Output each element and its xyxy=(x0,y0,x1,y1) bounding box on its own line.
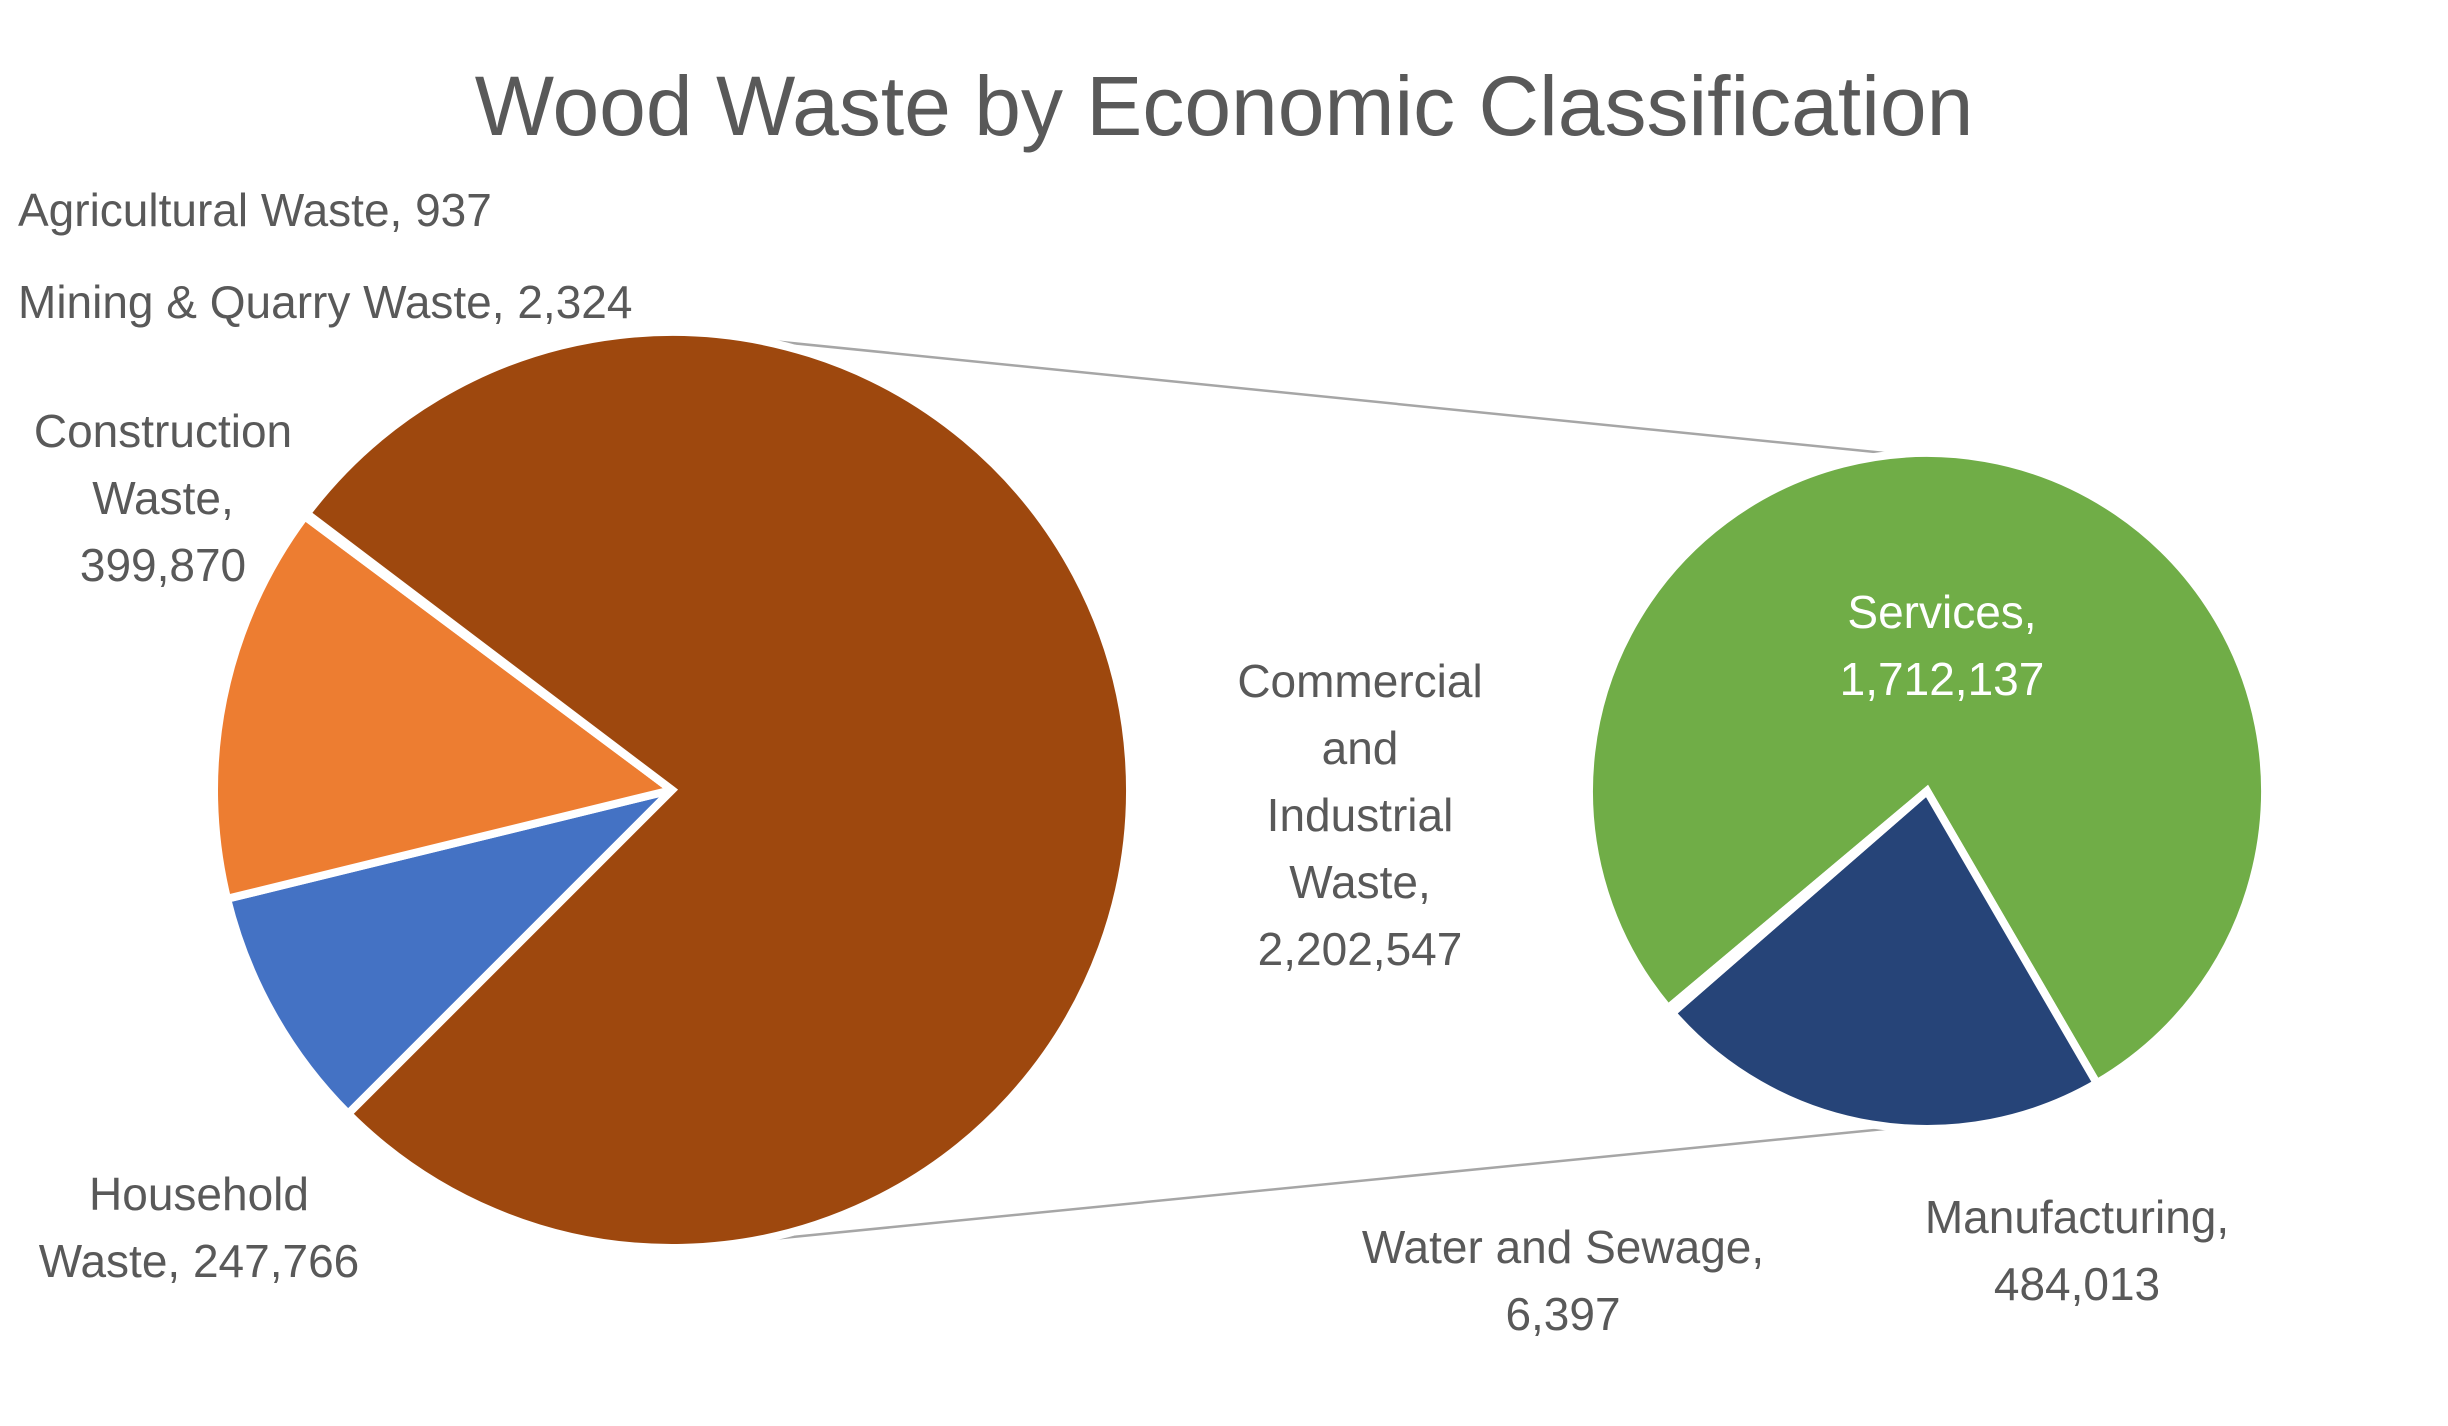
label-services: Services, 1,712,137 xyxy=(1840,586,2045,705)
label-agricultural-waste: Agricultural Waste, 937 xyxy=(18,184,492,236)
main-slice-construction-waste xyxy=(210,510,682,904)
main-pie xyxy=(210,328,1134,1252)
label-manufacturing: Manufacturing, 484,013 xyxy=(1925,1191,2229,1310)
label-water-and-sewage: Water and Sewage, 6,397 xyxy=(1362,1221,1764,1340)
label-mining-and-quarry-waste: Mining & Quarry Waste, 2,324 xyxy=(18,276,632,328)
secondary-slice-manufacturing xyxy=(1666,784,2103,1133)
connector-lines xyxy=(751,337,1898,1243)
data-labels: Agricultural Waste, 937 Mining & Quarry W… xyxy=(18,184,2229,1340)
chart-title: Wood Waste by Economic Classification xyxy=(475,59,1974,153)
label-household-waste: Household Waste, 247,766 xyxy=(39,1168,360,1287)
secondary-slice-water-and-sewage xyxy=(1662,787,1930,1019)
label-construction-waste: Construction Waste, 399,870 xyxy=(34,405,292,591)
main-slice-household-waste xyxy=(222,782,685,1120)
secondary-pie xyxy=(1585,449,2270,1133)
secondary-slice-services xyxy=(1585,449,2270,1089)
main-slice-commercial-and-industrial-waste xyxy=(301,328,1134,1252)
label-commercial-and-industrial-waste: Commercial and Industrial Waste, 2,202,547 xyxy=(1237,655,1482,975)
connector-top xyxy=(751,337,1898,456)
connector-bottom xyxy=(751,1126,1898,1243)
